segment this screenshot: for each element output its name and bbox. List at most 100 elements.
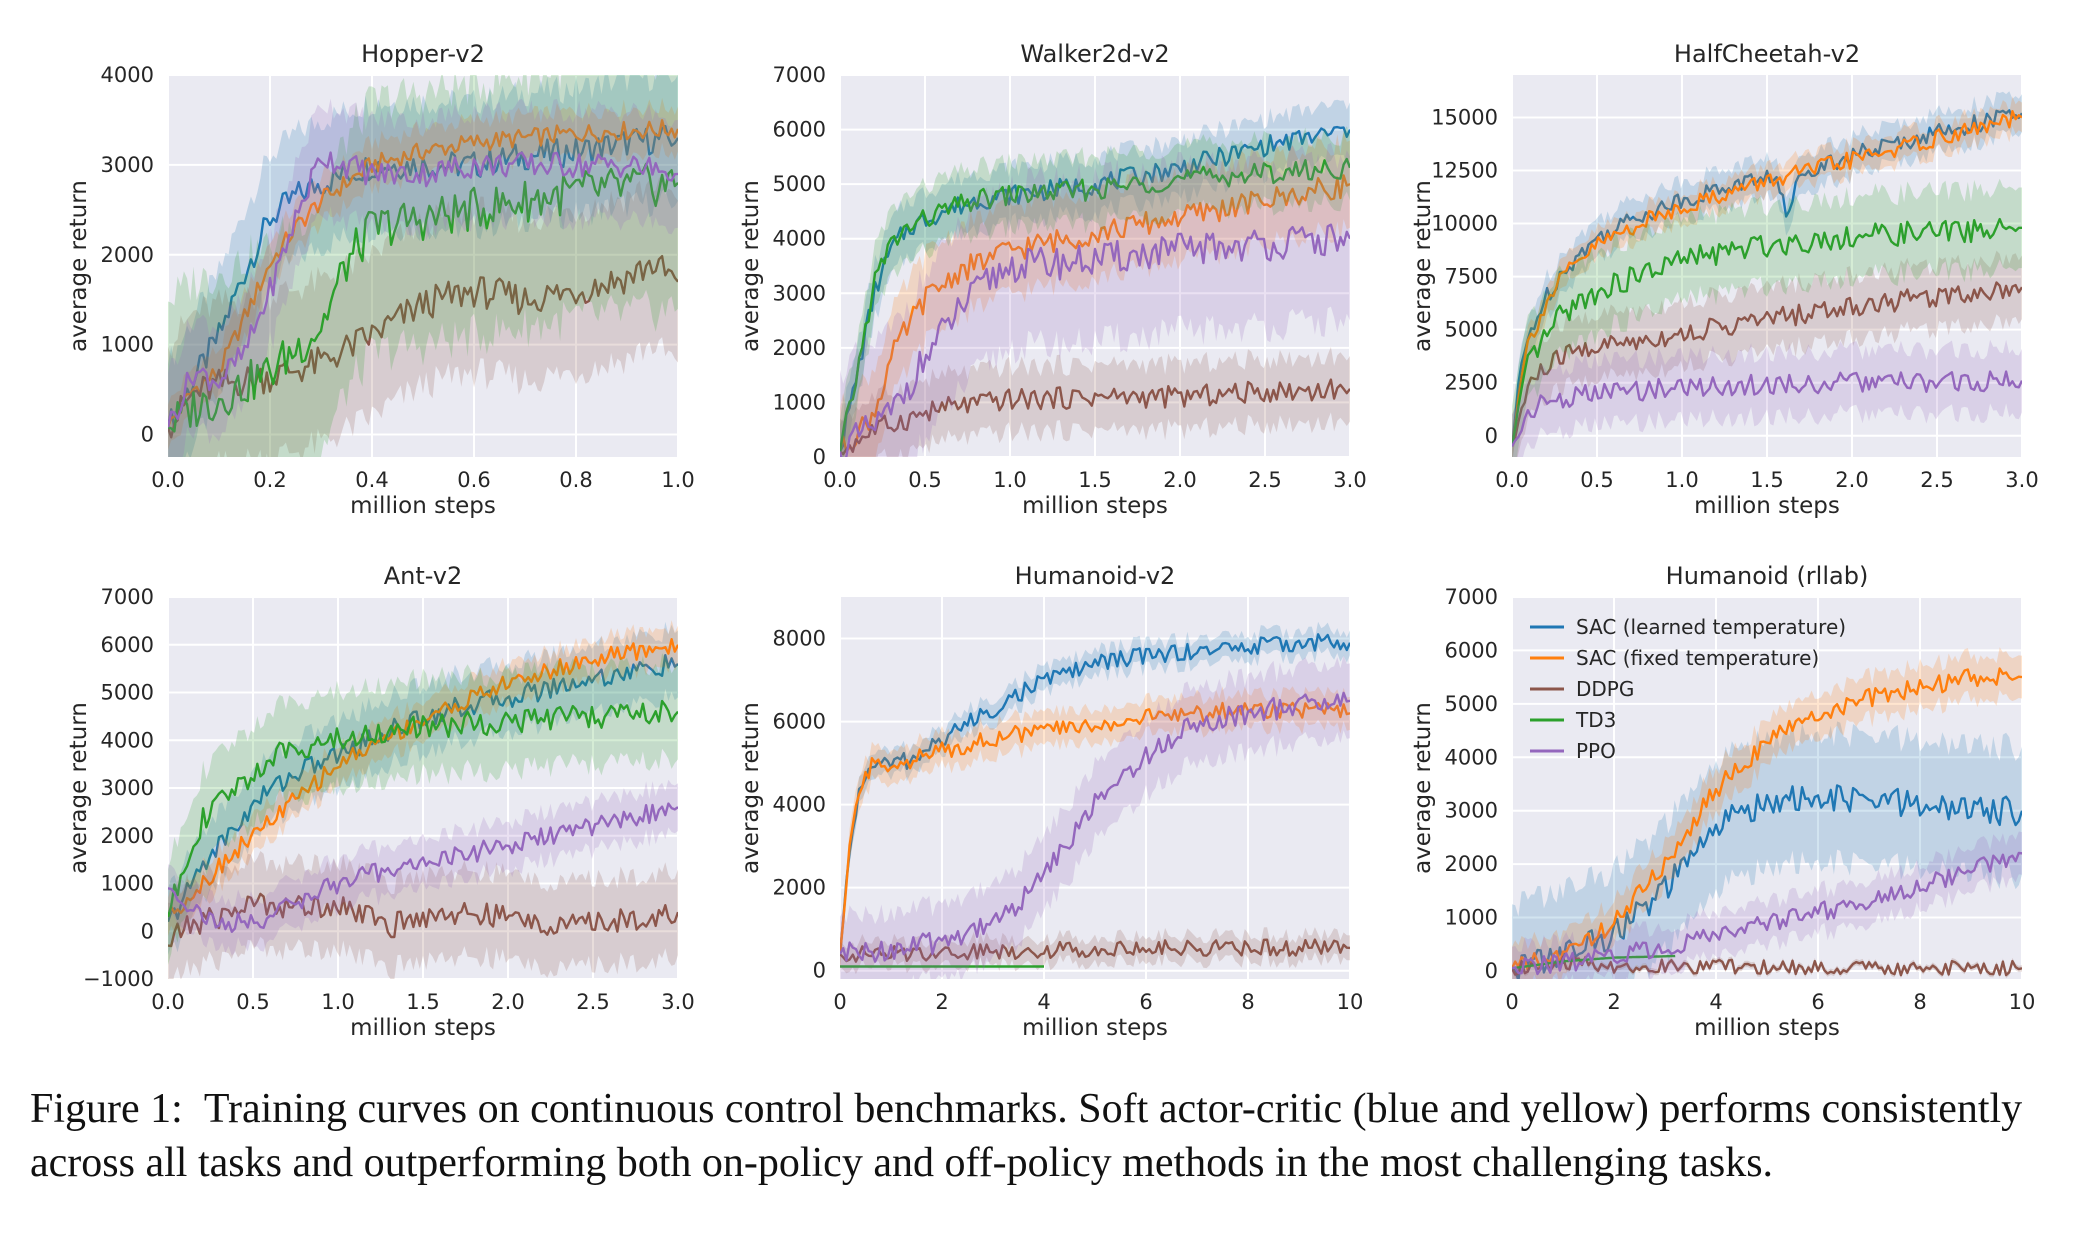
y-tick-label: 1000 <box>101 333 154 357</box>
x-tick-label: 1.5 <box>406 990 439 1014</box>
series-group <box>168 75 678 457</box>
y-axis-label: average return <box>1410 180 1436 352</box>
x-tick-label: 6 <box>1811 990 1824 1014</box>
series-line-ddpg <box>168 892 678 948</box>
y-tick-label: 2000 <box>1445 852 1498 876</box>
x-tick-label: 2.5 <box>1248 468 1281 492</box>
x-axis-label: million steps <box>1694 493 1840 519</box>
series-band-ppo <box>840 142 1350 457</box>
x-tick-label: 0.5 <box>908 468 941 492</box>
x-tick-label: 10 <box>2009 990 2036 1014</box>
x-tick-label: 2 <box>1607 990 1620 1014</box>
y-tick-label: 2000 <box>101 243 154 267</box>
y-tick-label: 1000 <box>773 390 826 414</box>
x-tick-label: 0.0 <box>823 468 856 492</box>
series-band-sac_learned <box>168 621 678 956</box>
y-tick-label: 7000 <box>773 63 826 87</box>
chart-title: Ant-v2 <box>384 562 463 590</box>
x-tick-label: 2.5 <box>1920 468 1953 492</box>
series-band-td3 <box>1512 178 2022 457</box>
y-tick-label: 3000 <box>101 776 154 800</box>
series-band-ppo <box>1512 339 2022 457</box>
y-tick-label: 0 <box>141 919 154 943</box>
series-line-sac_fixed <box>168 638 678 918</box>
y-tick-label: 4000 <box>773 793 826 817</box>
y-tick-label: 0 <box>813 445 826 469</box>
x-tick-label: 0.5 <box>1580 468 1613 492</box>
x-tick-label: 4 <box>1709 990 1722 1014</box>
series-line-ppo <box>1512 851 2022 976</box>
x-tick-label: 2.0 <box>491 990 524 1014</box>
legend-label: PPO <box>1576 739 1616 763</box>
x-tick-label: 3.0 <box>661 990 694 1014</box>
chart-title: HalfCheetah-v2 <box>1674 40 1860 68</box>
x-tick-label: 2 <box>935 990 948 1014</box>
x-tick-label: 1.0 <box>321 990 354 1014</box>
y-tick-label: 6000 <box>773 710 826 734</box>
x-tick-label: 8 <box>1913 990 1926 1014</box>
x-tick-label: 0.8 <box>559 468 592 492</box>
series-group <box>840 621 1350 979</box>
y-tick-label: 1000 <box>101 872 154 896</box>
series-group <box>1512 91 2022 457</box>
x-tick-label: 4 <box>1037 990 1050 1014</box>
chart-panel: 0.0 0.5 1.0 1.5 2.0 2.5 3.0 0 2500 5000 7500 10000 1… <box>1410 40 2039 519</box>
y-tick-label: 1000 <box>1445 906 1498 930</box>
y-tick-label: 15000 <box>1431 105 1498 129</box>
y-axis-label: average return <box>66 702 92 874</box>
series-line-sac_fixed <box>1512 667 2022 972</box>
y-tick-label: 5000 <box>1445 692 1498 716</box>
x-tick-label: 2.5 <box>576 990 609 1014</box>
series-line-sac_learned <box>840 633 1350 955</box>
x-axis-label: million steps <box>1022 493 1168 519</box>
series-group <box>1512 647 2022 979</box>
series-line-ppo <box>168 802 678 933</box>
figure-caption: Figure 1: Training curves on continuous … <box>30 1082 2080 1190</box>
chart-title: Humanoid (rllab) <box>1666 562 1869 590</box>
y-tick-label: 4000 <box>101 728 154 752</box>
y-tick-label: 2000 <box>101 824 154 848</box>
series-band-ppo <box>168 98 678 457</box>
series-line-ppo <box>1512 370 2022 447</box>
series-line-ppo <box>840 691 1350 963</box>
x-tick-label: 3.0 <box>2005 468 2038 492</box>
chart-panel: 0 2 4 6 8 10 0 1000 2000 3000 4000 5000 6000 7000 Huma… <box>1410 562 2036 1041</box>
series-line-ddpg <box>1512 955 2022 977</box>
figure: 0.0 0.2 0.4 0.6 0.8 1.001000200030004000Hoppe… <box>66 40 2039 1041</box>
y-tick-label: 4000 <box>1445 745 1498 769</box>
x-tick-label: 0 <box>1505 990 1518 1014</box>
series-band-sac_fixed <box>168 620 678 936</box>
x-tick-label: 0.6 <box>457 468 490 492</box>
x-tick-label: 0.0 <box>151 990 184 1014</box>
series-line-ddpg <box>840 378 1350 456</box>
y-tick-label: 8000 <box>773 627 826 651</box>
y-tick-label: 5000 <box>1445 318 1498 342</box>
x-tick-label: 3.0 <box>1333 468 1366 492</box>
series-band-sac_fixed <box>840 131 1350 457</box>
series-band-ddpg <box>168 175 678 457</box>
y-tick-label: 3000 <box>101 153 154 177</box>
caption-label: Figure 1: <box>30 1086 183 1132</box>
series-band-sac_learned <box>168 75 678 457</box>
y-tick-label: 5000 <box>101 681 154 705</box>
y-tick-label: 4000 <box>773 227 826 251</box>
series-line-ppo <box>840 223 1350 457</box>
y-tick-label: 3000 <box>1445 799 1498 823</box>
series-band-ppo <box>840 655 1350 979</box>
y-tick-label: 12500 <box>1431 159 1498 183</box>
x-tick-label: 0.5 <box>236 990 269 1014</box>
y-axis-label: average return <box>738 702 764 874</box>
y-axis-label: average return <box>1410 702 1436 874</box>
x-tick-label: 1.0 <box>1665 468 1698 492</box>
series-band-td3 <box>168 653 678 965</box>
series-line-sac_learned <box>840 125 1350 453</box>
series-line-ddpg <box>840 938 1350 963</box>
y-tick-label: 0 <box>813 959 826 983</box>
chart-panel: 0.0 0.2 0.4 0.6 0.8 1.0 0 1000 2000 3000 4000 Hoppe… <box>66 40 695 519</box>
series-band-ppo <box>1512 831 2022 979</box>
series-line-sac_fixed <box>168 119 678 428</box>
x-tick-label: 2.0 <box>1835 468 1868 492</box>
series-band-ddpg <box>840 346 1350 457</box>
y-tick-label: 3000 <box>773 281 826 305</box>
series-line-td3 <box>168 699 678 918</box>
